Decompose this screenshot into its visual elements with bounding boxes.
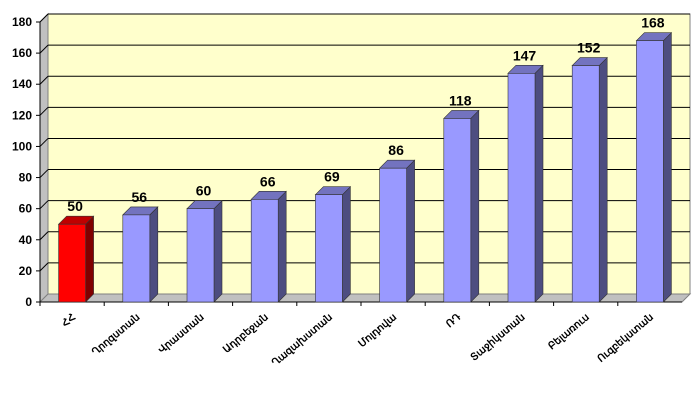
grid-line-side (39, 262, 49, 272)
value-label: 152 (577, 40, 601, 56)
x-tick-label: ՌԴ (444, 312, 463, 331)
x-tick-label: Ուզբեկստան (596, 312, 656, 365)
bar (315, 194, 343, 303)
y-tick-label: 120 (12, 108, 32, 122)
side-wall (39, 12, 49, 304)
bar-side (277, 190, 287, 303)
value-label: 168 (641, 15, 665, 31)
bar (571, 65, 600, 303)
bar-side (663, 31, 672, 303)
y-tick-label: 180 (12, 15, 32, 29)
y-tick-label: 80 (19, 171, 33, 185)
value-label: 147 (513, 47, 537, 63)
y-tick-label: 140 (12, 77, 32, 91)
grid-line-side (39, 106, 49, 116)
value-label: 56 (132, 189, 148, 205)
value-label: 86 (388, 142, 404, 158)
bar-side (470, 109, 480, 303)
grid-line-side (39, 231, 49, 241)
bar-side (598, 56, 608, 303)
grid-line-side (39, 169, 49, 178)
y-tick-label: 20 (19, 264, 33, 278)
y-tick-label: 60 (19, 202, 33, 216)
bar (636, 40, 664, 303)
bar-side (149, 206, 159, 303)
bar-side (213, 199, 223, 303)
x-tick-label: Ադրբեջան (221, 312, 270, 356)
x-tick-label: Մոլդովա (357, 312, 400, 350)
value-label: 118 (449, 92, 472, 108)
bar (186, 208, 215, 303)
bar-side (406, 159, 415, 303)
bar-side (85, 215, 94, 303)
bar (250, 199, 279, 303)
y-tick-label: 160 (12, 46, 32, 60)
bar (507, 73, 536, 303)
bar-side (342, 185, 351, 303)
y-tick-label: 0 (25, 295, 32, 309)
grid-line-side (39, 138, 49, 147)
grid-line-side (39, 200, 49, 210)
value-label: 50 (67, 198, 83, 214)
x-tick-label: Բելառուս (547, 312, 592, 352)
bar (379, 167, 407, 303)
grid-line-side (39, 75, 49, 85)
x-tick-label: Տաջիկստան (469, 312, 528, 364)
y-tick-label: 40 (19, 233, 33, 247)
grid-line-side (39, 13, 49, 23)
value-label: 69 (324, 169, 340, 185)
bar (58, 223, 86, 303)
bar (443, 118, 472, 303)
x-tick-label: Ղրղզստան (90, 312, 142, 358)
bar (122, 214, 151, 303)
bar-side (534, 64, 544, 303)
x-tick-label: Ղազախստան (270, 312, 335, 369)
y-tick-label: 100 (12, 139, 32, 153)
x-tick-label: ՀՀ (60, 312, 78, 330)
value-label: 66 (260, 173, 276, 189)
x-tick-label: Վրաստան (157, 312, 207, 356)
grid-line-side (39, 44, 49, 54)
value-label: 60 (196, 183, 212, 199)
